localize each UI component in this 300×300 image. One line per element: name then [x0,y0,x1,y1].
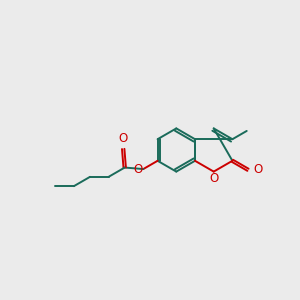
Text: O: O [134,163,143,176]
Text: O: O [254,163,263,176]
Text: O: O [209,172,218,185]
Text: O: O [118,132,128,146]
